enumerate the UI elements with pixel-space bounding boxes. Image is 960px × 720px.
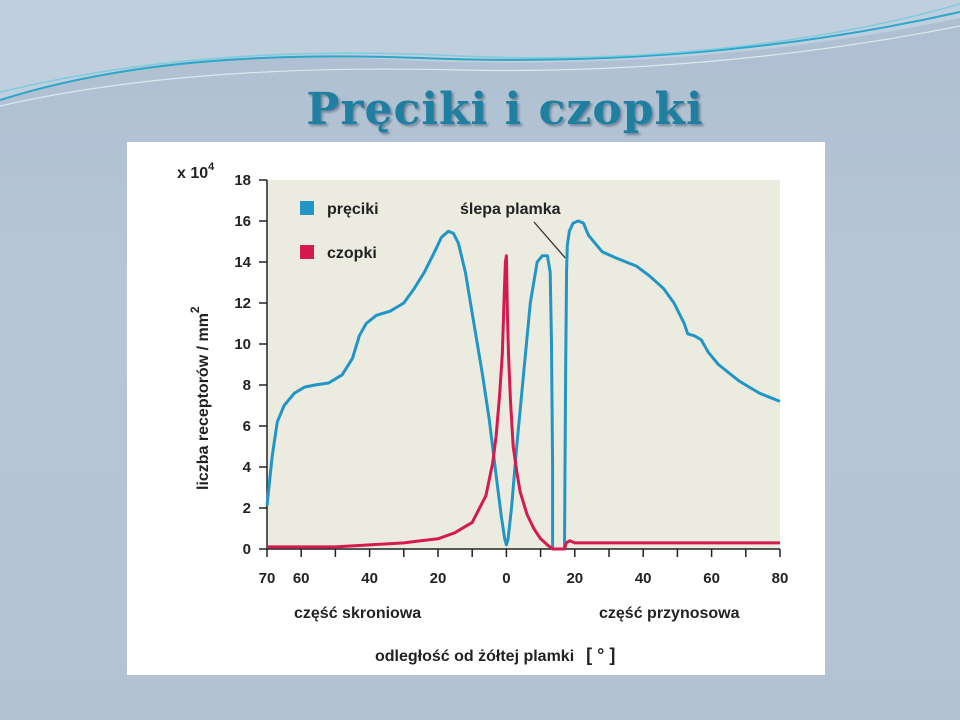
- y-tick-label: 8: [243, 377, 251, 394]
- x-tick-label: 60: [293, 570, 310, 587]
- wave-decoration: [0, 0, 960, 100]
- blind-spot-pointer: [533, 221, 566, 259]
- x-tick-label: 40: [361, 570, 378, 587]
- rods-line: [265, 219, 781, 551]
- y-tick-label: 2: [243, 500, 251, 517]
- series-lines: [265, 219, 781, 551]
- x-axis-label: odległość od żółtej plamki[ ° ]: [375, 645, 615, 665]
- legend-swatch: [300, 201, 314, 215]
- y-multiplier-exponent: 4: [208, 161, 215, 173]
- y-axis-label: liczba receptorów / mm2: [188, 306, 212, 490]
- x-tick-label: 0: [502, 570, 510, 587]
- x-tick-label: 20: [566, 570, 583, 587]
- y-axis-label-superscript: 2: [188, 306, 202, 313]
- y-tick-label: 0: [243, 541, 251, 558]
- y-tick-label: 16: [234, 213, 251, 230]
- legend-label: pręciki: [327, 201, 379, 218]
- legend-swatch: [300, 245, 314, 259]
- x-tick-label: 80: [772, 570, 789, 587]
- annotation: ślepa plamka: [460, 201, 566, 259]
- wave-line-1: [0, 11, 960, 101]
- y-tick-label: 14: [234, 254, 251, 271]
- cones-line: [267, 254, 780, 551]
- y-tick-label: 6: [243, 418, 251, 435]
- slide-title: Pręciki i czopki: [306, 84, 704, 135]
- x-axis: 70 60 40 20 0 20 40 60 80: [259, 548, 789, 587]
- y-tick-label: 4: [243, 459, 252, 476]
- y-axis: 0 2 4 6 8 10 12 14 16 18: [234, 172, 268, 558]
- wave-line-2: [0, 3, 960, 93]
- y-tick-label: 12: [234, 295, 251, 312]
- x-tick-label: 70: [259, 570, 276, 587]
- wave-line-3: [0, 25, 960, 107]
- chart: 0 2 4 6 8 10 12 14 16 18 70 60 40 20 0 20 40 60 80 ślepa …: [177, 161, 789, 665]
- legend: pręciki czopki: [300, 201, 379, 262]
- legend-label: czopki: [327, 245, 377, 262]
- blind-spot-label: ślepa plamka: [460, 201, 561, 218]
- x-tick-label: 60: [703, 570, 720, 587]
- x-left-region-label: część skroniowa: [294, 605, 421, 622]
- y-tick-label: 18: [234, 172, 251, 189]
- x-tick-label: 40: [635, 570, 652, 587]
- chart-panel: 0 2 4 6 8 10 12 14 16 18 70 60 40 20 0 20 40 60 80 ślepa …: [127, 142, 825, 675]
- y-tick-label: 10: [234, 336, 251, 353]
- x-tick-label: 20: [430, 570, 447, 587]
- y-multiplier: x 104: [177, 161, 215, 182]
- x-right-region-label: część przynosowa: [599, 605, 740, 622]
